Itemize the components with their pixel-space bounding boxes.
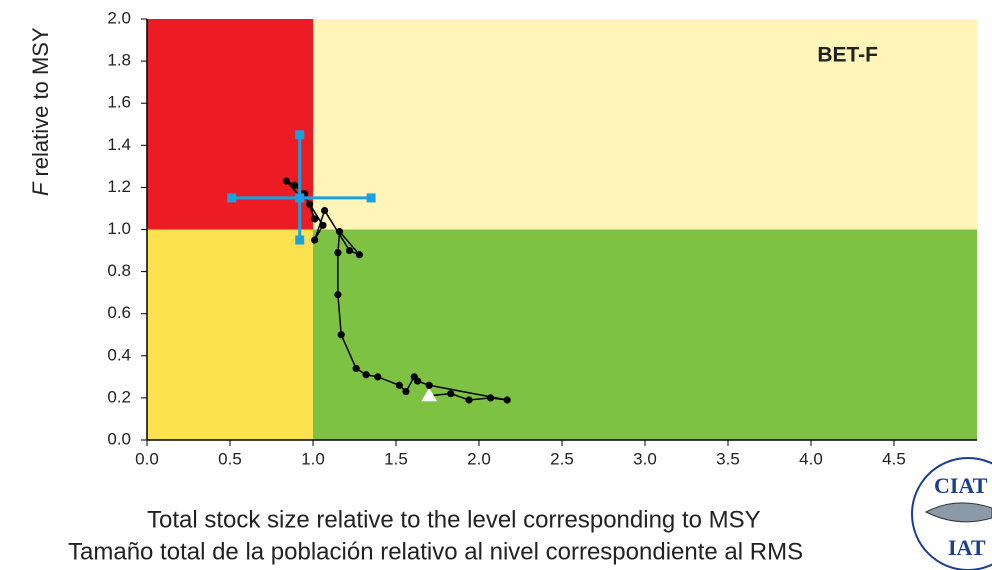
y-tick-label: 1.8 [107,51,131,70]
zone [147,229,313,440]
point [282,177,291,185]
point [345,246,354,255]
error-cap [366,193,376,203]
logo-fish [924,502,992,523]
point [321,206,329,215]
point [425,381,433,389]
y-axis-label-var: F [28,181,53,196]
point [337,331,345,339]
zones [147,19,977,440]
y-tick-label: 1.0 [107,219,131,238]
point [395,381,403,389]
plot: 0.0 0.5 1.0 1.5 2.0 2.5 3.0 3.5 4.0 4.5 0.0 0.2 0.4 0… [107,8,977,468]
y-tick-label: 0.0 [107,429,131,448]
error-cap [295,235,305,245]
x-tick-label: 1.0 [301,449,325,468]
point [362,371,370,379]
y-tick-label: 1.6 [107,93,131,112]
point [334,291,342,299]
x-tick-label: 3.0 [633,449,657,468]
annotation: BET-F [817,44,878,67]
x-tick-label: 2.5 [550,449,574,468]
x-tick-label: 2.0 [467,449,491,468]
y-tick-label: 1.2 [107,177,131,196]
point [447,390,455,398]
point [334,249,342,257]
logo: CIAT IAT [911,457,992,570]
y-tick-label: 0.6 [107,303,131,322]
point [291,181,299,189]
point [319,221,327,229]
point [306,200,314,208]
y-tick-label: 1.4 [107,135,131,154]
point [311,236,319,244]
x-tick-label: 3.5 [716,449,740,468]
zone [313,19,977,230]
logo-text: IAT [948,535,986,560]
point [352,364,360,373]
x-axis-label: Total stock size relative to the level c… [147,506,761,533]
x-tick-label: 1.5 [384,449,408,468]
point [465,396,473,404]
first-point [421,387,438,402]
y-axis-label-text: relative to MSY [28,27,53,176]
x-tick-label: 0.0 [135,449,159,468]
point [487,394,495,402]
current-point [295,193,305,203]
y-tick-label: 0.8 [107,261,131,280]
error-cap [227,193,237,203]
y-axis-label: Frelative to MSY [28,27,53,196]
point [402,387,410,396]
logo-text: CIAT [934,473,988,498]
y-tick-label: 2.0 [107,8,131,27]
x-tick-label: 4.5 [882,449,906,468]
point [335,228,344,236]
error-cap [295,130,305,140]
point [503,396,511,404]
trajectory [285,180,508,401]
y-tick-label: 0.4 [107,345,131,364]
x-tick-label: 4.0 [799,449,823,468]
zone [313,229,977,440]
y-tick-label: 0.2 [107,387,131,406]
point [311,215,319,223]
x-tick-label: 0.5 [218,449,242,468]
point [374,373,382,381]
x-axis-label: Tamaño total de la población relativo al… [68,538,803,565]
point [410,373,418,381]
point [355,251,364,259]
